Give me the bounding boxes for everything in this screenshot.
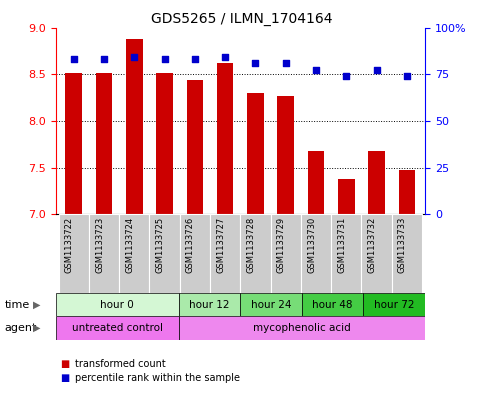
- Text: GSM1133726: GSM1133726: [186, 217, 195, 273]
- Text: ■: ■: [60, 358, 70, 369]
- Text: hour 12: hour 12: [189, 299, 230, 310]
- Text: hour 0: hour 0: [100, 299, 134, 310]
- Bar: [364, 293, 425, 316]
- Bar: [338, 179, 355, 214]
- Point: [161, 56, 169, 62]
- Text: GSM1133722: GSM1133722: [65, 217, 74, 273]
- Bar: [241, 214, 270, 293]
- Text: transformed count: transformed count: [75, 358, 166, 369]
- Bar: [301, 214, 331, 293]
- Text: GSM1133732: GSM1133732: [368, 217, 377, 273]
- Bar: [179, 316, 425, 340]
- Bar: [56, 316, 179, 340]
- Text: GSM1133730: GSM1133730: [307, 217, 316, 273]
- Bar: [180, 214, 210, 293]
- Text: GSM1133723: GSM1133723: [95, 217, 104, 273]
- Text: time: time: [5, 299, 30, 310]
- Point: [342, 73, 350, 79]
- Bar: [277, 95, 294, 214]
- Text: ▶: ▶: [32, 299, 40, 310]
- Bar: [247, 93, 264, 214]
- Bar: [210, 214, 241, 293]
- Text: mycophenolic acid: mycophenolic acid: [253, 323, 351, 333]
- Point: [70, 56, 78, 62]
- Text: GSM1133727: GSM1133727: [216, 217, 225, 273]
- Point: [191, 56, 199, 62]
- Bar: [56, 293, 179, 316]
- Text: GDS5265 / ILMN_1704164: GDS5265 / ILMN_1704164: [151, 12, 332, 26]
- Point: [312, 67, 320, 73]
- Bar: [156, 73, 173, 214]
- Text: GSM1133729: GSM1133729: [277, 217, 286, 273]
- Text: hour 72: hour 72: [374, 299, 414, 310]
- Bar: [368, 151, 385, 214]
- Bar: [361, 214, 392, 293]
- Point: [282, 60, 290, 66]
- Point: [403, 73, 411, 79]
- Bar: [331, 214, 361, 293]
- Bar: [58, 214, 89, 293]
- Text: ■: ■: [60, 373, 70, 383]
- Text: untreated control: untreated control: [71, 323, 163, 333]
- Point: [373, 67, 381, 73]
- Bar: [179, 293, 240, 316]
- Bar: [186, 80, 203, 214]
- Bar: [270, 214, 301, 293]
- Text: percentile rank within the sample: percentile rank within the sample: [75, 373, 240, 383]
- Text: ▶: ▶: [32, 323, 40, 333]
- Bar: [308, 151, 325, 214]
- Point: [130, 54, 138, 61]
- Text: hour 24: hour 24: [251, 299, 291, 310]
- Text: GSM1133724: GSM1133724: [125, 217, 134, 273]
- Text: hour 48: hour 48: [313, 299, 353, 310]
- Text: GSM1133725: GSM1133725: [156, 217, 165, 273]
- Bar: [217, 63, 233, 214]
- Bar: [89, 214, 119, 293]
- Bar: [149, 214, 180, 293]
- Bar: [398, 170, 415, 214]
- Text: GSM1133733: GSM1133733: [398, 217, 407, 273]
- Bar: [241, 293, 302, 316]
- Text: GSM1133728: GSM1133728: [246, 217, 256, 273]
- Bar: [392, 214, 422, 293]
- Bar: [302, 293, 364, 316]
- Bar: [65, 73, 82, 214]
- Bar: [126, 39, 142, 214]
- Point: [221, 54, 229, 61]
- Point: [100, 56, 108, 62]
- Text: agent: agent: [5, 323, 37, 333]
- Bar: [96, 73, 113, 214]
- Bar: [119, 214, 149, 293]
- Text: GSM1133731: GSM1133731: [337, 217, 346, 273]
- Point: [252, 60, 259, 66]
